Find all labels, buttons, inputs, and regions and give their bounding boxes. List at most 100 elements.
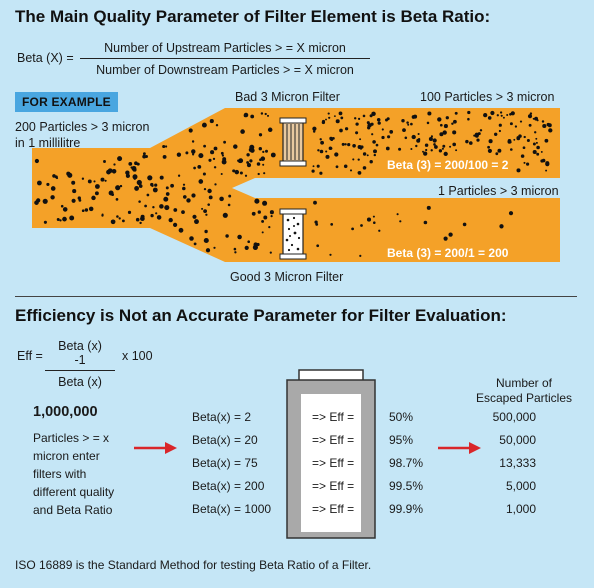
particle-dot bbox=[81, 177, 85, 180]
particle-dot bbox=[402, 128, 406, 132]
particle-dot bbox=[135, 217, 140, 222]
particle-dot bbox=[205, 248, 211, 253]
particle-dot bbox=[263, 215, 268, 220]
particle-dot bbox=[437, 117, 442, 122]
good-beta-result: Beta (3) = 200/1 = 200 bbox=[387, 246, 509, 260]
particle-dot bbox=[502, 116, 505, 119]
particle-dot bbox=[77, 196, 81, 200]
particle-dot bbox=[188, 128, 193, 133]
particle-dot bbox=[246, 163, 252, 168]
particle-dot bbox=[122, 219, 125, 223]
particle-dot bbox=[448, 232, 453, 237]
particle-dot bbox=[423, 220, 428, 225]
particle-dot bbox=[238, 158, 244, 164]
escaped-count: 50,000 bbox=[499, 433, 536, 447]
particle-dot bbox=[540, 159, 544, 163]
particle-dot bbox=[240, 129, 245, 134]
particle-dot bbox=[487, 116, 492, 120]
particle-dot bbox=[523, 135, 526, 139]
particle-dot bbox=[536, 119, 539, 122]
particle-dot bbox=[208, 195, 213, 200]
particle-dot bbox=[433, 143, 436, 146]
good-downstream-particles bbox=[313, 200, 514, 257]
eff-arrow: => Eff = bbox=[312, 479, 355, 493]
particle-dot bbox=[113, 163, 116, 166]
particle-dot bbox=[263, 172, 266, 175]
particle-dot bbox=[94, 191, 99, 196]
particle-dot bbox=[359, 254, 362, 257]
particle-dot bbox=[189, 236, 194, 241]
particle-dot bbox=[548, 128, 553, 133]
particle-dot bbox=[103, 160, 106, 163]
particle-dot bbox=[256, 162, 261, 166]
particle-dot bbox=[201, 122, 207, 128]
particle-dot bbox=[413, 114, 418, 119]
particle-dot bbox=[330, 223, 334, 226]
particle-dot bbox=[320, 140, 324, 145]
pipe-flow-diagram bbox=[32, 108, 560, 262]
particle-dot bbox=[193, 242, 197, 246]
escaped-header-line: Escaped Particles bbox=[475, 391, 573, 405]
particle-dot bbox=[439, 132, 444, 137]
particle-dot bbox=[366, 154, 369, 157]
bad-filter-label: Bad 3 Micron Filter bbox=[235, 90, 340, 104]
particle-dot bbox=[247, 240, 251, 244]
particle-dot bbox=[462, 222, 467, 227]
particle-dot bbox=[352, 144, 356, 148]
particle-dot bbox=[513, 138, 516, 141]
particle-dot bbox=[268, 225, 271, 229]
particle-dot bbox=[335, 165, 339, 169]
particle-dot bbox=[205, 213, 208, 216]
particle-dot bbox=[488, 139, 493, 144]
iso-footer: ISO 16889 is the Standard Method for tes… bbox=[15, 558, 372, 572]
escaped-count: 5,000 bbox=[505, 479, 536, 493]
particle-dot bbox=[222, 157, 227, 162]
particle-dot bbox=[483, 112, 488, 118]
particle-dot bbox=[233, 144, 238, 149]
particle-dot bbox=[340, 116, 344, 120]
eff-percent: 99.9% bbox=[389, 502, 424, 516]
particle-dot bbox=[487, 145, 490, 149]
particle-dot bbox=[264, 112, 267, 116]
escaped-header: Number of Escaped Particles bbox=[474, 376, 574, 406]
good-filter-cartridge-icon bbox=[279, 208, 307, 260]
particle-dot bbox=[362, 166, 367, 170]
particle-dot bbox=[319, 171, 323, 175]
particle-dot bbox=[321, 120, 326, 125]
particle-description: Particles > = x micron enter filters wit… bbox=[33, 429, 114, 519]
particle-dot bbox=[344, 143, 347, 146]
particle-count: 1,000,000 bbox=[33, 404, 98, 420]
particle-dot bbox=[377, 121, 381, 125]
particle-dot bbox=[249, 159, 253, 163]
particle-dot bbox=[262, 200, 268, 206]
particle-dot bbox=[389, 130, 394, 134]
particle-dot bbox=[87, 179, 92, 184]
particle-dot bbox=[536, 152, 540, 156]
particle-dot bbox=[193, 166, 196, 170]
particle-dot bbox=[107, 168, 113, 174]
particle-dot bbox=[455, 149, 458, 152]
particle-dot bbox=[131, 165, 137, 171]
particle-dot bbox=[316, 164, 320, 168]
particle-dot bbox=[441, 147, 444, 150]
particle-dot bbox=[434, 145, 438, 149]
right-red-arrow-icon bbox=[438, 442, 481, 454]
particle-dot bbox=[387, 135, 391, 139]
beta-ratio-heading: The Main Quality Parameter of Filter Ele… bbox=[15, 7, 491, 26]
particle-dot bbox=[385, 146, 390, 151]
particle-dot bbox=[396, 213, 399, 216]
particle-dot bbox=[165, 186, 169, 190]
particle-dot bbox=[250, 114, 255, 119]
particle-dot bbox=[220, 172, 223, 176]
beta-row-3: Beta(x) = 75 bbox=[192, 456, 258, 470]
particle-dot bbox=[262, 163, 265, 166]
particle-dot bbox=[71, 180, 76, 185]
particle-dot bbox=[56, 218, 60, 221]
particle-dot bbox=[152, 206, 155, 209]
particle-dot bbox=[213, 246, 216, 249]
particle-dot bbox=[139, 221, 142, 225]
particle-dot bbox=[254, 198, 260, 204]
particle-dot bbox=[209, 119, 214, 124]
particle-dot bbox=[312, 126, 317, 131]
particle-dot bbox=[423, 151, 428, 156]
